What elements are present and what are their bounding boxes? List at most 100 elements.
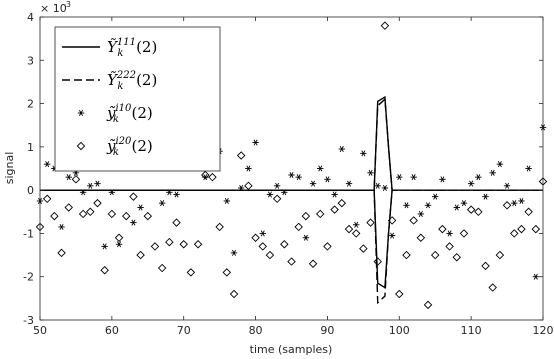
diamond-point [337,198,347,208]
legend-label: Ỹ222 k (2) [107,70,157,92]
asterisk-point [259,230,266,237]
series-solid-line [40,95,543,289]
asterisk-stroke [490,169,495,176]
asterisk-point [295,174,302,181]
x-tick-label: 60 [105,324,119,337]
diamond-point [330,205,339,214]
y-tick-label: 1 [27,141,34,154]
y-tick-label: 2 [27,98,34,111]
diamond-point [150,242,160,251]
diamond-point [495,250,505,260]
asterisk-point [432,193,439,200]
asterisk-point [266,191,274,198]
exponent-base: × 10 [40,2,67,15]
asterisk-stroke [512,200,517,207]
diamond-point [409,216,418,225]
asterisk-stroke [461,200,466,207]
diamond-point [316,209,325,219]
asterisk-stroke [66,174,71,181]
asterisk-point [130,219,137,226]
asterisk-point [324,176,331,183]
asterisk-stroke [469,180,474,187]
asterisk-stroke [483,193,488,200]
asterisk-point [108,189,116,196]
y-tick-label: 3 [27,54,34,67]
asterisk-point [338,146,345,153]
asterisk-stroke [375,182,380,189]
x-tick-label: 50 [33,324,47,337]
diamond-point [86,207,95,217]
diamond-point [366,218,375,227]
x-tick-label: 90 [320,324,334,337]
asterisk-stroke [109,189,114,196]
asterisk-stroke [117,241,122,248]
diamond-point [344,224,354,234]
exponent-power: -3 [63,0,71,9]
diamond-point [517,224,526,234]
asterisk-stroke [138,204,143,211]
asterisk-stroke [303,234,308,241]
asterisk-stroke [232,249,237,256]
diamond-point [172,218,181,227]
diamond-point [121,211,131,221]
asterisk-point [137,204,144,211]
diamond-point [294,222,303,232]
asterisk-point [281,189,288,196]
diamond-point [272,194,282,204]
asterisk-stroke [79,110,83,116]
diamond-point [531,224,541,234]
legend-label: Ỹ111 k (2) [107,37,157,59]
diamond-point [459,229,469,238]
asterisk-point [518,197,525,204]
asterisk-point [475,174,482,181]
asterisk-point [467,180,475,187]
asterisk-stroke [433,193,438,200]
diamond-point [308,259,318,268]
y-tick-label: -1 [23,227,34,240]
y-tick-label: -2 [23,271,34,284]
diamond-point [452,252,462,262]
asterisk-point [460,200,468,207]
asterisk-stroke [519,197,524,204]
asterisk-point [525,165,532,172]
asterisk-stroke [339,146,344,153]
asterisk-point [511,200,518,207]
diamond-point [502,201,512,210]
diamond-point [359,244,368,253]
legend-label: ỹi20 k (2) [106,136,153,158]
y-tick-label: 0 [27,184,34,197]
diamond-point [143,211,153,221]
asterisk-point [173,191,180,198]
diamond-point [50,211,59,221]
diamond-point [510,229,519,238]
asterisk-point [360,150,367,157]
asterisk-stroke [368,169,373,176]
asterisk-point [273,182,281,189]
y-axis-label: signal [3,152,16,185]
asterisk-stroke [81,189,86,196]
asterisk-stroke [526,165,531,172]
asterisk-stroke [397,174,402,181]
asterisk-point [532,273,540,280]
exponent-label: × 10 -3 [40,0,71,15]
diamond-point [430,250,440,260]
diamond-point [265,250,275,260]
diamond-point [64,203,73,212]
asterisk-stroke [267,191,272,198]
asterisk-stroke [282,189,287,196]
asterisk-stroke [167,189,172,196]
diamond-point [280,240,289,249]
diamond-point [351,229,361,238]
diamond-point [373,257,382,266]
legend-box [54,26,221,172]
diamond-point [129,192,138,201]
diamond-point [423,300,433,310]
asterisk-point [252,139,259,146]
asterisk-point [288,171,295,178]
asterisk-stroke [203,174,208,181]
diamond-point [323,242,332,251]
asterisk-stroke [418,210,423,217]
asterisk-point [65,174,72,181]
asterisk-stroke [131,219,136,226]
asterisk-point [439,176,446,183]
